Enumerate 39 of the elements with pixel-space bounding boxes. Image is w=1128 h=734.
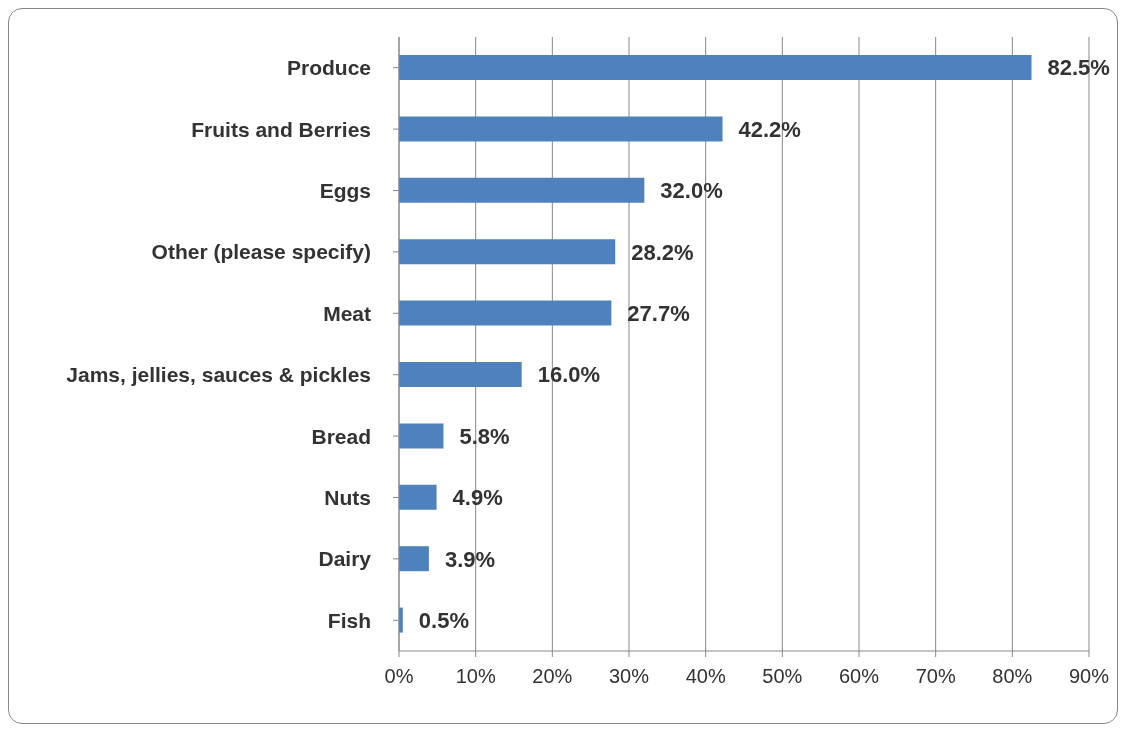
- data-label: 32.0%: [660, 178, 723, 204]
- bar: [399, 116, 723, 142]
- y-tick-label: Meat: [323, 301, 371, 325]
- bar: [399, 177, 645, 203]
- y-tick-label: Dairy: [318, 547, 372, 571]
- y-tick-label: Produce: [286, 56, 371, 80]
- x-tick-label: 30%: [608, 665, 650, 688]
- data-label: 82.5%: [1047, 55, 1110, 81]
- data-label: 28.2%: [631, 239, 694, 265]
- bar: [399, 423, 444, 449]
- data-label: 4.9%: [452, 485, 503, 511]
- data-label: 3.9%: [444, 546, 496, 572]
- x-tick-label: 50%: [762, 665, 803, 688]
- bar: [399, 239, 616, 265]
- x-tick-label: 90%: [1068, 665, 1110, 688]
- x-tick-label: 20%: [532, 665, 573, 688]
- x-tick-label: 0%: [384, 665, 414, 688]
- y-tick-label: Jams, jellies, sauces & pickles: [66, 363, 371, 387]
- bar: [399, 300, 612, 326]
- bar: [399, 362, 522, 387]
- y-tick-label: Other (please specify): [151, 240, 371, 264]
- x-tick-label: 10%: [455, 665, 496, 688]
- x-tick-label: 60%: [838, 665, 880, 688]
- data-label: 16.0%: [537, 362, 601, 388]
- y-tick-label: Fruits and Berries: [191, 117, 371, 141]
- x-tick-label: 70%: [915, 665, 956, 688]
- data-label: 0.5%: [418, 607, 469, 633]
- y-tick-label: Bread: [311, 424, 371, 448]
- bar: [399, 546, 429, 572]
- bar: [399, 55, 1032, 80]
- y-tick-label: Fish: [327, 608, 371, 632]
- y-tick-label: Nuts: [324, 485, 371, 509]
- data-label: 5.8%: [459, 423, 510, 449]
- bar: [399, 484, 437, 510]
- data-label: 42.2%: [738, 116, 801, 142]
- data-label: 27.7%: [627, 300, 690, 326]
- x-tick-label: 80%: [992, 665, 1033, 688]
- y-tick-label: Eggs: [319, 178, 371, 202]
- x-tick-label: 40%: [685, 665, 726, 688]
